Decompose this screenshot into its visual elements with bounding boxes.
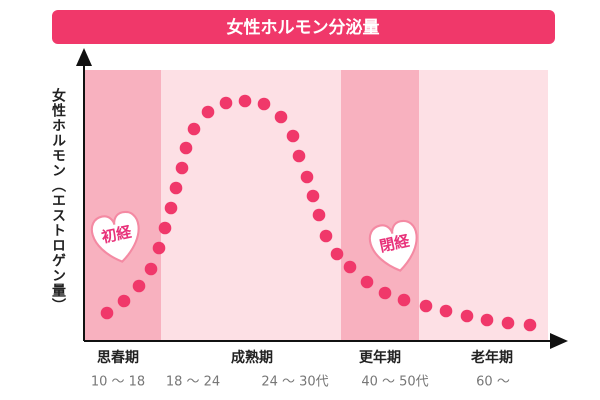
age-label: 24 〜 30代	[261, 375, 328, 390]
heart	[368, 219, 418, 272]
curve-dot	[343, 260, 357, 274]
curve-dot	[187, 122, 201, 136]
title-bar	[52, 10, 555, 44]
age-label: 60 〜	[476, 375, 510, 390]
curve-dot	[397, 293, 411, 307]
curve-dot	[257, 97, 271, 111]
curve-dot	[439, 304, 453, 318]
curve-dot	[158, 221, 172, 235]
curve-dot	[179, 141, 193, 155]
menopause-badge: 閉経	[368, 219, 418, 272]
curve-dot	[419, 299, 433, 313]
age-label: 18 〜 24	[166, 375, 220, 390]
band	[419, 70, 548, 340]
curve	[100, 94, 537, 332]
y-arrow	[76, 48, 92, 66]
curve-dot	[169, 181, 183, 195]
title: 女性ホルモン分泌量	[227, 17, 380, 38]
menarche-badge: 初経	[90, 210, 140, 263]
curve-dot	[306, 189, 320, 203]
curve-dot	[164, 201, 178, 215]
phase-label: 思春期	[97, 349, 139, 366]
curve-dot	[312, 208, 326, 222]
curve-dot	[274, 110, 288, 124]
curve-dot	[330, 247, 344, 261]
curve-dot	[219, 96, 233, 110]
curve-dot	[117, 294, 131, 308]
curve-dot	[319, 229, 333, 243]
curve-dot	[286, 129, 300, 143]
curve-dot	[480, 313, 494, 327]
curve-dot	[460, 309, 474, 323]
curve-dot	[238, 94, 252, 108]
heart	[90, 210, 140, 263]
curve-dot	[132, 279, 146, 293]
curve-dot	[201, 105, 215, 119]
curve-dot	[175, 161, 189, 175]
curve-dot	[501, 316, 515, 330]
y-axis-label: 女性ホルモン（エストロゲン量）	[50, 88, 66, 313]
age-label: 40 〜 50代	[361, 375, 428, 390]
curve-dot	[360, 275, 374, 289]
age-label: 10 〜 18	[91, 375, 145, 390]
curve-dot	[100, 306, 114, 320]
curve-dot	[378, 286, 392, 300]
phase-label: 更年期	[359, 349, 401, 366]
curve-dot	[523, 318, 537, 332]
curve-dot	[292, 149, 306, 163]
phase-label: 老年期	[471, 349, 513, 366]
band	[161, 70, 341, 340]
curve-dot	[144, 262, 158, 276]
curve-dot	[300, 170, 314, 184]
phase-label: 成熟期	[231, 349, 273, 366]
curve-dot	[152, 241, 166, 255]
x-arrow	[550, 333, 568, 349]
